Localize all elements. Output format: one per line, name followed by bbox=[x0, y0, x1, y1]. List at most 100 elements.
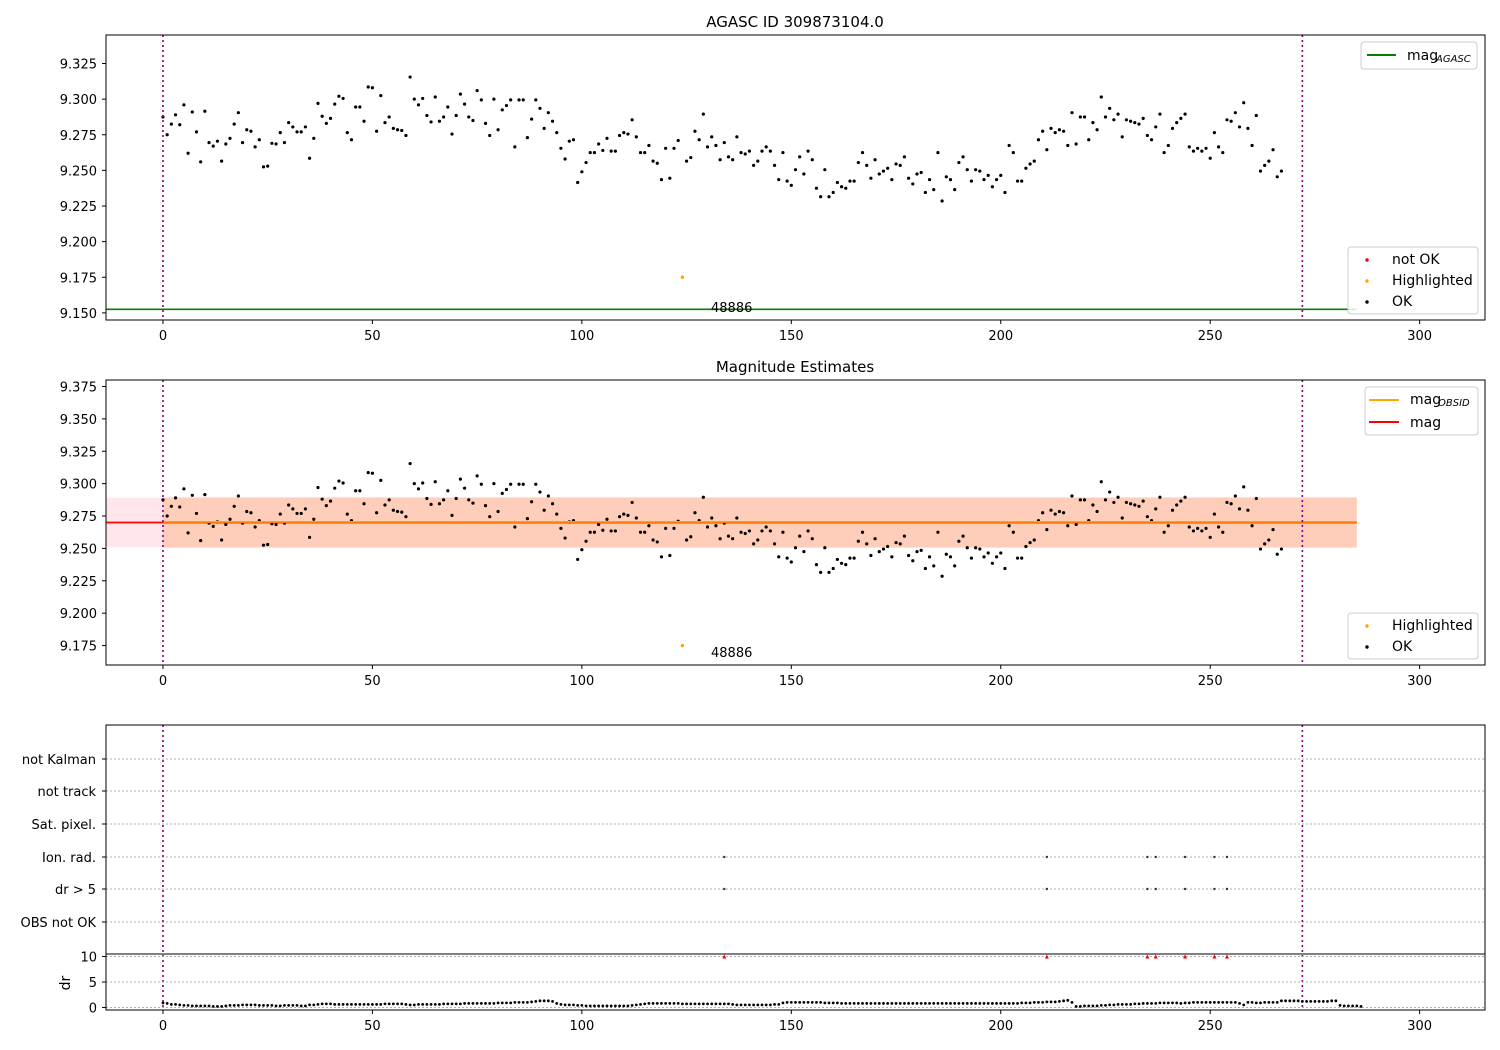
agasc-point bbox=[391, 126, 395, 130]
dr-point bbox=[236, 1004, 240, 1007]
dr-point bbox=[1313, 999, 1317, 1003]
dr-point bbox=[928, 1001, 931, 1005]
agasc-point bbox=[957, 160, 961, 165]
estimate-point bbox=[1032, 538, 1036, 542]
estimate-point bbox=[261, 543, 266, 547]
dr-point bbox=[1225, 1000, 1229, 1004]
estimate-point bbox=[1208, 535, 1212, 539]
dr-point bbox=[1326, 999, 1329, 1003]
estimate-point bbox=[492, 482, 496, 486]
agasc-point bbox=[1158, 112, 1162, 116]
dr-point bbox=[425, 1003, 429, 1006]
dr-point bbox=[932, 1001, 936, 1005]
estimate-point bbox=[366, 471, 370, 475]
agasc-point bbox=[764, 145, 768, 149]
agasc-point bbox=[810, 158, 814, 162]
agasc-point bbox=[693, 129, 697, 133]
estimate-point bbox=[1066, 524, 1070, 528]
agasc-point bbox=[1279, 169, 1284, 173]
dr-point bbox=[953, 1001, 957, 1005]
estimate-point bbox=[852, 556, 856, 560]
agasc-point bbox=[592, 150, 597, 155]
dr-point bbox=[1032, 1000, 1036, 1004]
estimate-point bbox=[421, 481, 425, 485]
dr-point bbox=[270, 1004, 274, 1007]
estimate-point bbox=[986, 551, 990, 555]
estimate-point bbox=[923, 566, 927, 571]
agasc-point bbox=[349, 138, 354, 142]
dr-point bbox=[907, 1001, 911, 1005]
agasc-point bbox=[1179, 116, 1183, 120]
agasc-point bbox=[383, 121, 387, 125]
agasc-point bbox=[936, 150, 940, 155]
estimate-point bbox=[1250, 524, 1254, 528]
dr-point bbox=[1120, 1003, 1124, 1006]
dr-point bbox=[1342, 1004, 1346, 1008]
agasc-point bbox=[978, 169, 982, 173]
agasc-point bbox=[425, 113, 429, 118]
estimate-point bbox=[592, 530, 597, 534]
estimate-point bbox=[764, 525, 768, 529]
estimate-point bbox=[961, 534, 965, 538]
estimate-point bbox=[1166, 524, 1170, 528]
dr-point bbox=[894, 1001, 898, 1005]
dr-point bbox=[752, 1003, 756, 1007]
agasc-point bbox=[169, 122, 173, 126]
dr-point bbox=[651, 1001, 655, 1005]
agasc-point bbox=[320, 114, 324, 118]
agasc-point bbox=[831, 190, 835, 195]
dr-point bbox=[584, 1004, 588, 1008]
agasc-point bbox=[760, 149, 764, 153]
dr-point bbox=[915, 1001, 919, 1005]
estimate-point bbox=[1074, 522, 1078, 527]
dr-point bbox=[358, 1003, 362, 1006]
estimate-point bbox=[404, 515, 408, 519]
dr-point bbox=[320, 1002, 324, 1006]
dr-point bbox=[626, 1004, 630, 1008]
agasc-point bbox=[647, 143, 651, 148]
agasc-point bbox=[550, 119, 555, 123]
estimate-point bbox=[433, 480, 437, 484]
estimate-point bbox=[500, 491, 504, 495]
agasc-point bbox=[609, 149, 613, 153]
dr-point bbox=[613, 1004, 617, 1008]
flag-point bbox=[1146, 855, 1149, 859]
agasc-point bbox=[747, 149, 752, 153]
agasc-point bbox=[525, 136, 530, 140]
dr-point bbox=[1070, 1000, 1074, 1004]
dr-point bbox=[1300, 999, 1304, 1003]
agasc-point bbox=[819, 195, 823, 199]
estimate-point bbox=[312, 517, 316, 521]
agasc-point bbox=[726, 155, 731, 159]
agasc-point bbox=[710, 135, 714, 139]
estimate-point bbox=[387, 498, 391, 502]
estimate-point bbox=[580, 548, 584, 552]
dr-point bbox=[1028, 1001, 1032, 1005]
agasc-point bbox=[324, 121, 328, 125]
agasc-point bbox=[341, 96, 345, 101]
agasc-point bbox=[659, 178, 664, 182]
estimate-point bbox=[965, 546, 969, 550]
estimate-point bbox=[1263, 542, 1267, 546]
dr-point bbox=[492, 1001, 496, 1005]
estimate-point bbox=[333, 486, 337, 490]
estimate-point bbox=[169, 504, 173, 508]
dr-point bbox=[299, 1004, 303, 1008]
dr-point bbox=[660, 1001, 663, 1005]
dr-point bbox=[387, 1002, 391, 1006]
estimate-point bbox=[1095, 509, 1099, 514]
estimate-point bbox=[488, 515, 492, 519]
dr-point bbox=[1099, 1004, 1103, 1007]
estimate-point bbox=[1116, 495, 1120, 499]
dr-x-tick-label: 0 bbox=[159, 1019, 167, 1034]
agasc-point bbox=[827, 195, 831, 199]
dr-point bbox=[316, 1003, 320, 1006]
dr-point bbox=[1338, 1004, 1342, 1007]
estimate-point bbox=[337, 479, 341, 483]
estimate-point bbox=[559, 526, 563, 530]
agasc-x-tick-label: 0 bbox=[159, 329, 167, 344]
estimate-point bbox=[408, 461, 412, 466]
agasc-point bbox=[839, 185, 844, 189]
dr-point bbox=[701, 1002, 705, 1006]
dr-point bbox=[622, 1004, 626, 1008]
